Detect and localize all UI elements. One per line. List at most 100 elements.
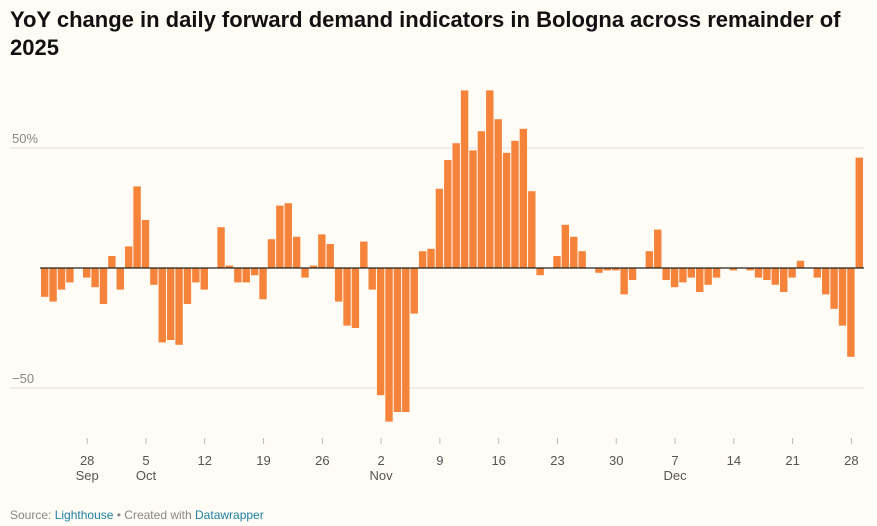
bar [452, 143, 460, 268]
bar [628, 268, 637, 280]
bar [351, 268, 360, 328]
x-tick-label: 2 [378, 453, 385, 468]
bar [267, 239, 276, 268]
bar [368, 268, 376, 290]
x-tick-label: 28 [80, 453, 94, 468]
bar [553, 256, 561, 268]
bar [855, 157, 863, 268]
chart-title: YoY change in daily forward demand indic… [10, 7, 841, 60]
x-tick-label: 26 [315, 453, 329, 468]
bar [234, 268, 242, 283]
bar [704, 268, 712, 285]
bar [116, 268, 124, 290]
bar [460, 90, 469, 269]
bar [402, 268, 410, 412]
bar [250, 268, 259, 276]
bar [141, 220, 150, 268]
x-tick-month-label: Oct [136, 468, 157, 483]
bar [360, 241, 368, 268]
bar [729, 268, 738, 271]
bar [502, 152, 511, 268]
bar [830, 268, 838, 309]
x-tick-label: 12 [198, 453, 212, 468]
x-tick-label: 28 [844, 453, 858, 468]
bar [309, 265, 318, 268]
bar [696, 268, 704, 292]
bar [334, 268, 343, 302]
bar [343, 268, 351, 326]
bar [284, 203, 292, 268]
bar [687, 268, 696, 278]
bar [788, 268, 796, 278]
bar [326, 244, 334, 268]
x-tick-label: 23 [550, 453, 564, 468]
x-tick-label: 21 [785, 453, 799, 468]
bar [712, 268, 721, 278]
bar [41, 268, 49, 297]
created-label: • Created with [116, 508, 192, 522]
bar [225, 265, 234, 268]
bar [292, 236, 301, 268]
bar [242, 268, 250, 283]
source-label: Source: [10, 508, 52, 522]
bar [91, 268, 99, 288]
x-tick-label: 30 [609, 453, 623, 468]
datawrapper-link[interactable]: Datawrapper [195, 508, 264, 522]
x-tick-label: 14 [727, 453, 741, 468]
bar [427, 248, 435, 268]
bar [376, 268, 385, 396]
bar [822, 268, 830, 295]
bar [57, 268, 66, 290]
bar [662, 268, 670, 280]
y-axis-ticks: 50% −50 [12, 131, 38, 386]
bar [620, 268, 628, 295]
bar [435, 188, 444, 268]
bar [49, 268, 57, 302]
bar [838, 268, 847, 326]
x-tick-label: 9 [436, 453, 443, 468]
x-tick-label: 5 [142, 453, 149, 468]
bar [763, 268, 771, 280]
footer: Source: Lighthouse • Created with Datawr… [10, 508, 264, 522]
bar [679, 268, 687, 283]
bar [519, 128, 528, 268]
bar [124, 246, 133, 268]
bar [410, 268, 418, 314]
bar [158, 268, 166, 343]
bar [477, 131, 486, 268]
bar [444, 160, 452, 268]
y-tick-label: −50 [12, 371, 34, 386]
bar [670, 268, 679, 288]
bar [570, 236, 578, 268]
bar [796, 260, 805, 268]
bar [771, 268, 780, 285]
bar [175, 268, 183, 345]
bar [536, 268, 544, 276]
bar [418, 251, 427, 268]
bar [99, 268, 108, 304]
x-tick-label: 16 [491, 453, 505, 468]
bar [469, 150, 477, 268]
bar [192, 268, 200, 283]
bar-series [41, 90, 863, 422]
bar [200, 268, 208, 290]
x-tick-label: 19 [256, 453, 270, 468]
bar [612, 268, 620, 271]
bar [183, 268, 192, 304]
bar [108, 256, 116, 268]
bar [746, 268, 754, 271]
bar [318, 234, 326, 268]
x-tick-label: 7 [671, 453, 678, 468]
bar [217, 227, 225, 268]
bar [276, 205, 284, 268]
bar [847, 268, 855, 357]
x-tick-month-label: Nov [370, 468, 394, 483]
source-link[interactable]: Lighthouse [54, 508, 114, 522]
bar [385, 268, 393, 422]
bar [561, 224, 570, 268]
bar [133, 186, 141, 268]
bar [150, 268, 158, 285]
gridlines [10, 147, 864, 389]
bar [166, 268, 175, 340]
